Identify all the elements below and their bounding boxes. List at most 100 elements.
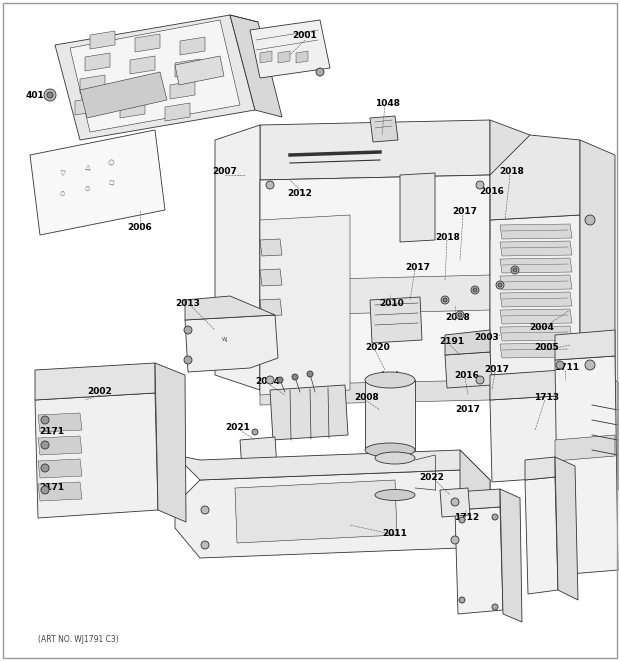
Polygon shape [55, 15, 255, 140]
Ellipse shape [471, 286, 479, 294]
Ellipse shape [585, 215, 595, 225]
Polygon shape [500, 343, 572, 358]
Text: 2002: 2002 [87, 387, 112, 397]
Polygon shape [30, 130, 165, 235]
Polygon shape [175, 450, 490, 500]
Text: ▽: ▽ [60, 170, 66, 176]
Polygon shape [135, 34, 160, 52]
Polygon shape [35, 393, 158, 518]
Polygon shape [490, 394, 592, 482]
Ellipse shape [492, 514, 498, 520]
Text: 2018: 2018 [436, 233, 461, 243]
Text: 2007: 2007 [213, 167, 237, 176]
Ellipse shape [41, 486, 49, 494]
Polygon shape [38, 413, 82, 432]
Polygon shape [375, 458, 415, 495]
Text: 1048: 1048 [376, 98, 401, 108]
Polygon shape [490, 215, 580, 375]
Polygon shape [490, 135, 580, 220]
Polygon shape [500, 275, 572, 290]
Polygon shape [365, 380, 415, 450]
Polygon shape [260, 239, 282, 256]
Polygon shape [460, 450, 490, 548]
Polygon shape [500, 489, 522, 622]
Ellipse shape [498, 283, 502, 287]
Polygon shape [590, 368, 618, 490]
Polygon shape [455, 489, 500, 510]
Polygon shape [170, 81, 195, 99]
Text: 2017: 2017 [405, 264, 430, 272]
Text: 2024: 2024 [255, 377, 280, 387]
Polygon shape [38, 436, 82, 455]
Polygon shape [155, 363, 186, 522]
Ellipse shape [456, 311, 464, 319]
Polygon shape [500, 326, 572, 341]
Text: ○: ○ [108, 159, 115, 166]
Text: 2017: 2017 [456, 405, 480, 414]
Ellipse shape [473, 288, 477, 292]
Text: 2008: 2008 [355, 393, 379, 403]
Polygon shape [500, 309, 572, 324]
Text: WJ: WJ [222, 338, 228, 342]
Polygon shape [278, 51, 290, 63]
Polygon shape [525, 457, 555, 480]
Polygon shape [260, 380, 490, 405]
Ellipse shape [307, 371, 313, 377]
Polygon shape [260, 299, 282, 316]
Polygon shape [90, 31, 115, 49]
Polygon shape [555, 356, 618, 575]
Polygon shape [260, 175, 490, 390]
Text: 1711: 1711 [554, 362, 580, 371]
Ellipse shape [292, 374, 298, 380]
Ellipse shape [451, 498, 459, 506]
Ellipse shape [476, 376, 484, 384]
Text: 2191: 2191 [440, 338, 464, 346]
Polygon shape [38, 482, 82, 501]
Polygon shape [70, 20, 240, 132]
Polygon shape [555, 435, 615, 461]
Polygon shape [260, 269, 282, 286]
Ellipse shape [556, 361, 564, 369]
Text: 2022: 2022 [420, 473, 445, 483]
Ellipse shape [184, 356, 192, 364]
Text: △: △ [85, 165, 91, 171]
Polygon shape [175, 56, 224, 85]
Text: ○: ○ [60, 190, 65, 196]
Polygon shape [260, 120, 490, 180]
Polygon shape [500, 224, 572, 239]
Text: 2011: 2011 [383, 529, 407, 537]
Ellipse shape [451, 536, 459, 544]
Ellipse shape [266, 376, 274, 384]
Ellipse shape [441, 296, 449, 304]
Ellipse shape [459, 517, 465, 523]
Polygon shape [185, 296, 275, 320]
Ellipse shape [459, 597, 465, 603]
Polygon shape [445, 330, 490, 355]
Text: ○: ○ [85, 186, 90, 191]
Polygon shape [370, 116, 398, 142]
Text: 1713: 1713 [534, 393, 560, 403]
Polygon shape [250, 20, 330, 78]
Ellipse shape [458, 313, 462, 317]
Text: 2171: 2171 [40, 483, 64, 492]
Polygon shape [175, 59, 200, 77]
Text: 2020: 2020 [366, 342, 391, 352]
Ellipse shape [201, 541, 209, 549]
Text: 2005: 2005 [534, 344, 559, 352]
Text: 1712: 1712 [454, 514, 479, 522]
Text: 2021: 2021 [226, 424, 250, 432]
Ellipse shape [511, 266, 519, 274]
Polygon shape [165, 103, 190, 121]
Ellipse shape [41, 464, 49, 472]
Text: 2016: 2016 [479, 188, 505, 196]
Polygon shape [260, 215, 350, 395]
Polygon shape [180, 37, 205, 55]
Text: □: □ [108, 180, 113, 186]
Ellipse shape [492, 604, 498, 610]
Polygon shape [125, 78, 150, 96]
Polygon shape [500, 241, 572, 256]
Polygon shape [455, 507, 503, 614]
Text: 2171: 2171 [40, 428, 64, 436]
Text: 4016: 4016 [25, 91, 50, 100]
Polygon shape [235, 480, 397, 543]
